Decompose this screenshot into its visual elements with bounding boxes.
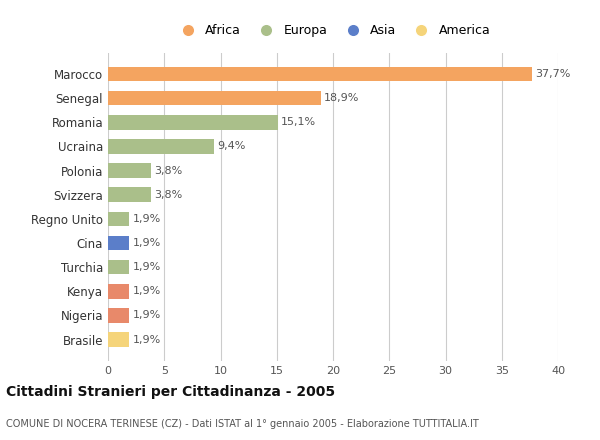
Bar bbox=[108, 236, 130, 250]
Bar bbox=[108, 91, 320, 106]
Text: 1,9%: 1,9% bbox=[133, 334, 161, 345]
Bar bbox=[108, 308, 130, 323]
Bar bbox=[108, 284, 130, 298]
Text: 1,9%: 1,9% bbox=[133, 262, 161, 272]
Text: 1,9%: 1,9% bbox=[133, 214, 161, 224]
Text: 1,9%: 1,9% bbox=[133, 311, 161, 320]
Bar bbox=[108, 67, 532, 81]
Text: 3,8%: 3,8% bbox=[154, 165, 182, 176]
Text: 3,8%: 3,8% bbox=[154, 190, 182, 200]
Text: 37,7%: 37,7% bbox=[536, 69, 571, 79]
Bar bbox=[108, 163, 151, 178]
Bar bbox=[108, 139, 214, 154]
Legend: Africa, Europa, Asia, America: Africa, Europa, Asia, America bbox=[170, 19, 496, 42]
Text: Cittadini Stranieri per Cittadinanza - 2005: Cittadini Stranieri per Cittadinanza - 2… bbox=[6, 385, 335, 399]
Text: 1,9%: 1,9% bbox=[133, 286, 161, 296]
Text: 18,9%: 18,9% bbox=[324, 93, 359, 103]
Bar bbox=[108, 212, 130, 226]
Bar bbox=[108, 115, 278, 129]
Bar bbox=[108, 260, 130, 275]
Text: 15,1%: 15,1% bbox=[281, 117, 316, 127]
Bar bbox=[108, 332, 130, 347]
Text: COMUNE DI NOCERA TERINESE (CZ) - Dati ISTAT al 1° gennaio 2005 - Elaborazione TU: COMUNE DI NOCERA TERINESE (CZ) - Dati IS… bbox=[6, 419, 479, 429]
Text: 1,9%: 1,9% bbox=[133, 238, 161, 248]
Text: 9,4%: 9,4% bbox=[217, 141, 245, 151]
Bar bbox=[108, 187, 151, 202]
